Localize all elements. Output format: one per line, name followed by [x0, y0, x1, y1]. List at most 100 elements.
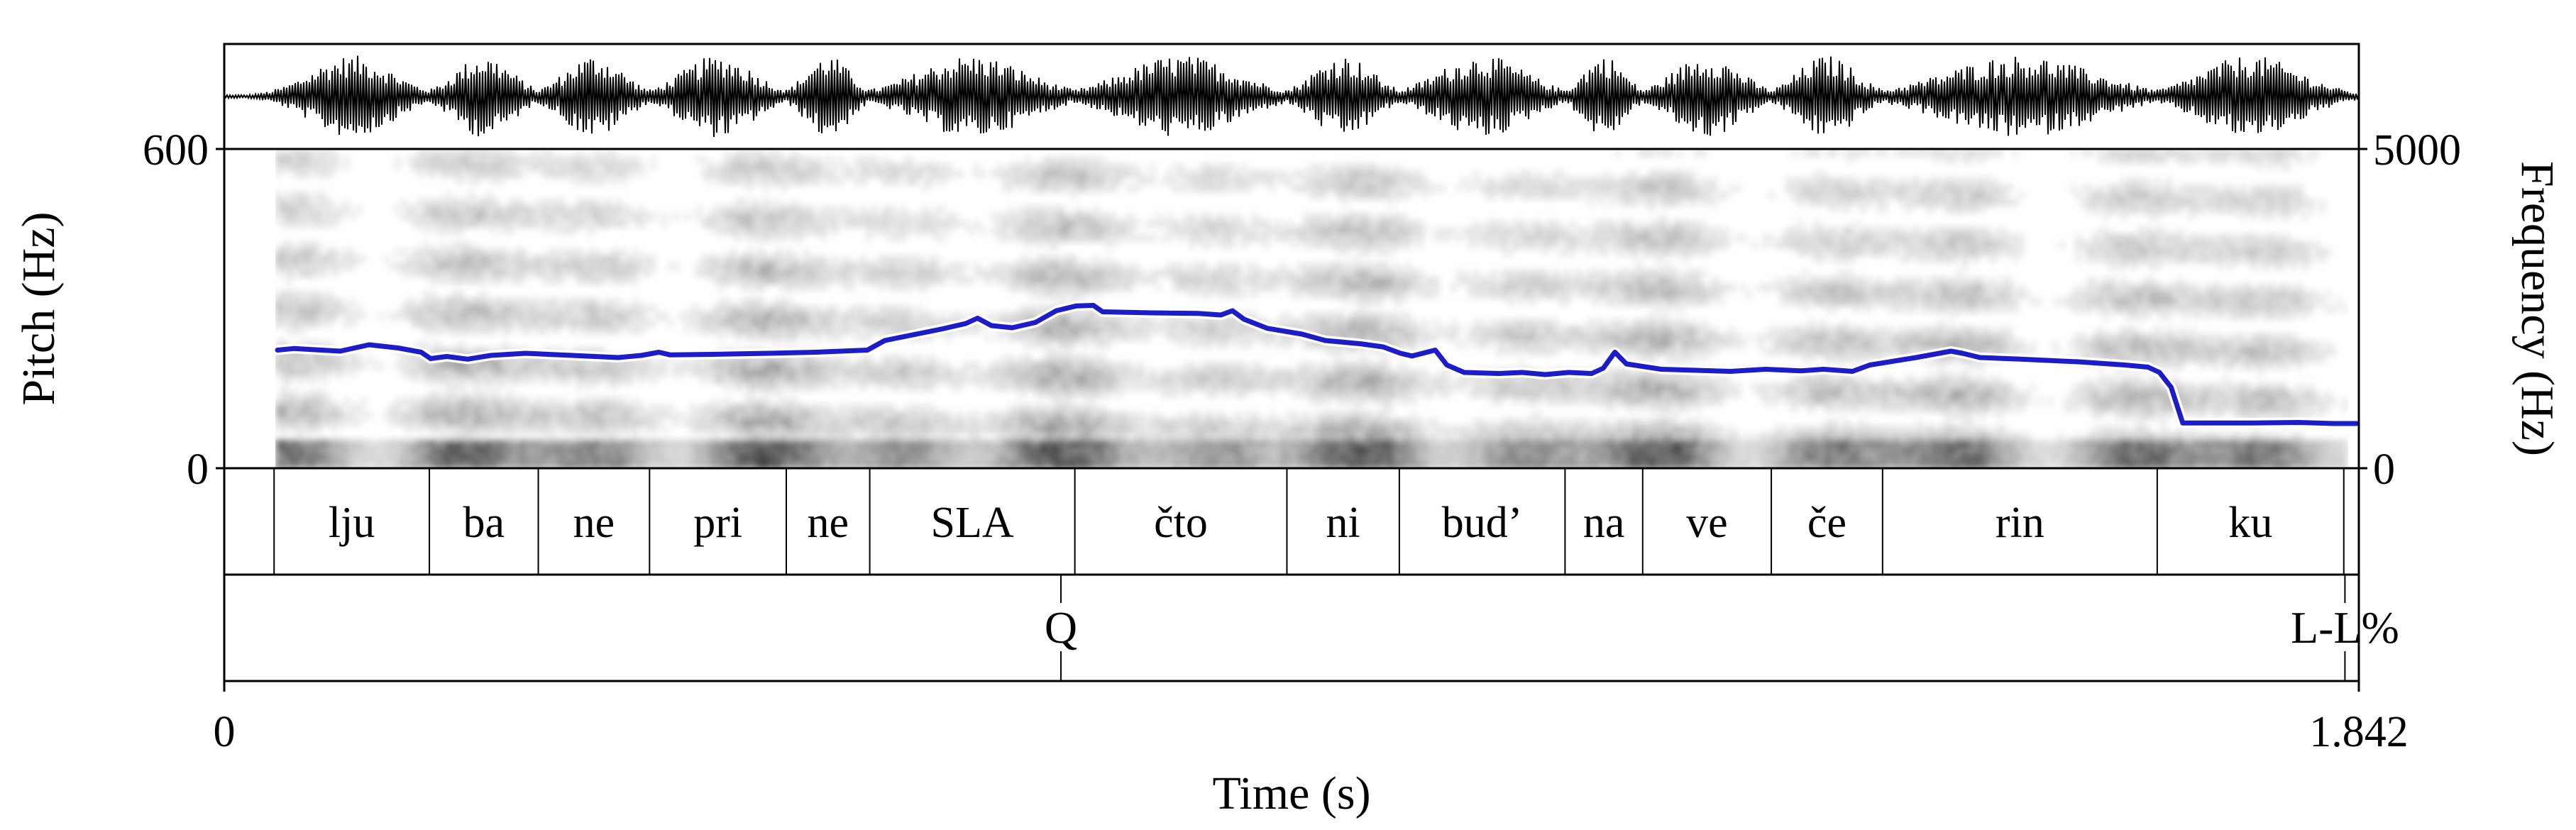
spectrogram-cell [667, 454, 673, 462]
spectrogram-cell [843, 411, 849, 419]
spectrogram-cell [1047, 206, 1054, 214]
spectrogram-cell [860, 220, 866, 228]
spectrogram-cell [1099, 326, 1105, 334]
spectrogram-cell [412, 305, 418, 313]
spectrogram-cell [485, 305, 492, 313]
spectrogram-cell [962, 454, 969, 462]
spectrogram-cell [854, 461, 861, 468]
spectrogram-cell [480, 376, 486, 384]
spectrogram-cell [474, 440, 480, 448]
spectrogram-cell [451, 404, 458, 412]
spectrogram-cell [321, 369, 327, 377]
spectrogram-cell [747, 426, 753, 433]
spectrogram-cell [786, 312, 793, 320]
spectrogram-cell [627, 277, 634, 284]
spectrogram-cell [1013, 376, 1020, 384]
spectrogram-cell [1309, 170, 1315, 178]
spectrogram-cell [826, 461, 832, 468]
spectrogram-cell [1252, 454, 1258, 462]
spectrogram-cell [985, 277, 991, 284]
spectrogram-cell [1110, 383, 1116, 391]
spectrogram-cell [1002, 270, 1008, 277]
spectrogram-cell [741, 170, 747, 178]
spectrogram-cell [803, 411, 810, 419]
spectrogram-cell [355, 255, 361, 263]
spectrogram-cell [610, 454, 617, 462]
spectrogram-cell [940, 206, 946, 214]
spectrogram-cell [775, 277, 781, 284]
spectrogram-cell [281, 305, 287, 313]
spectrogram-cell [1195, 284, 1201, 292]
spectrogram-cell [389, 419, 395, 426]
spectrogram-cell [366, 440, 373, 448]
spectrogram-cell [758, 163, 764, 171]
spectrogram-cell [1206, 213, 1213, 221]
spectrogram-cell [1133, 319, 1139, 327]
spectrogram-cell [457, 227, 463, 235]
spectrogram-cell [656, 440, 662, 448]
spectrogram-cell [1138, 426, 1145, 433]
spectrogram-cell [304, 241, 310, 249]
spectrogram-cell [1150, 461, 1156, 468]
spectrogram-cell [974, 440, 980, 448]
spectrogram-cell [1167, 319, 1173, 327]
spectrogram-cell [304, 206, 310, 214]
spectrogram-cell [457, 241, 463, 249]
spectrogram-cell [917, 404, 923, 412]
spectrogram-cell [468, 369, 475, 377]
spectrogram-cell [775, 298, 781, 306]
spectrogram-cell [559, 312, 566, 320]
spectrogram-cell [1059, 255, 1065, 263]
spectrogram-cell [1184, 213, 1190, 221]
spectrogram-cell [627, 156, 634, 164]
spectrogram-cell [1133, 234, 1139, 242]
spectrogram-cell [718, 411, 725, 419]
spectrogram-cell [860, 447, 866, 455]
spectrogram-cell [366, 411, 373, 419]
spectrogram-cell [1189, 291, 1196, 299]
spectrogram-cell [769, 461, 776, 468]
spectrogram-cell [366, 355, 373, 363]
spectrogram-cell [1008, 333, 1014, 341]
spectrogram-cell [809, 426, 815, 433]
spectrogram-cell [1212, 234, 1218, 242]
spectrogram-cell [996, 433, 1003, 441]
spectrogram-cell [769, 447, 776, 455]
spectrogram-cell [451, 277, 458, 284]
spectrogram-cell [633, 433, 639, 441]
spectrogram-cell [1314, 234, 1321, 242]
spectrogram-cell [343, 397, 350, 405]
spectrogram-cell [883, 206, 889, 214]
spectrogram-cell [1252, 433, 1258, 441]
spectrogram-cell [1087, 262, 1094, 270]
spectrogram-cell [718, 170, 725, 178]
spectrogram-cell [979, 270, 986, 277]
spectrogram-cell [775, 156, 781, 164]
spectrogram-cell [1093, 411, 1099, 419]
spectrogram-cell [1127, 333, 1133, 341]
spectrogram-cell [724, 454, 730, 462]
spectrogram-cell [639, 447, 645, 455]
spectrogram-cell [1087, 454, 1094, 462]
spectrogram-cell [1161, 326, 1167, 334]
spectrogram-cell [542, 213, 549, 221]
spectrogram-cell [985, 440, 991, 448]
spectrogram-cell [1286, 319, 1292, 327]
spectrogram-cell [911, 461, 918, 468]
spectrogram-cell [832, 262, 838, 270]
spectrogram-cell [786, 262, 793, 270]
spectrogram-cell [542, 376, 549, 384]
spectrogram-cell [747, 184, 753, 192]
spectrogram-cell [752, 419, 759, 426]
spectrogram-cell [1127, 461, 1133, 468]
spectrogram-cell [292, 199, 299, 206]
spectrogram-cell [554, 220, 560, 228]
spectrogram-cell [1093, 277, 1099, 284]
spectrogram-cell [1235, 447, 1241, 455]
spectrogram-cell [304, 404, 310, 412]
spectrogram-cell [395, 454, 401, 462]
spectrogram-cell [871, 227, 878, 235]
spectrogram-cell [695, 454, 702, 462]
spectrogram-cell [815, 163, 821, 171]
spectrogram-cell [951, 312, 957, 320]
